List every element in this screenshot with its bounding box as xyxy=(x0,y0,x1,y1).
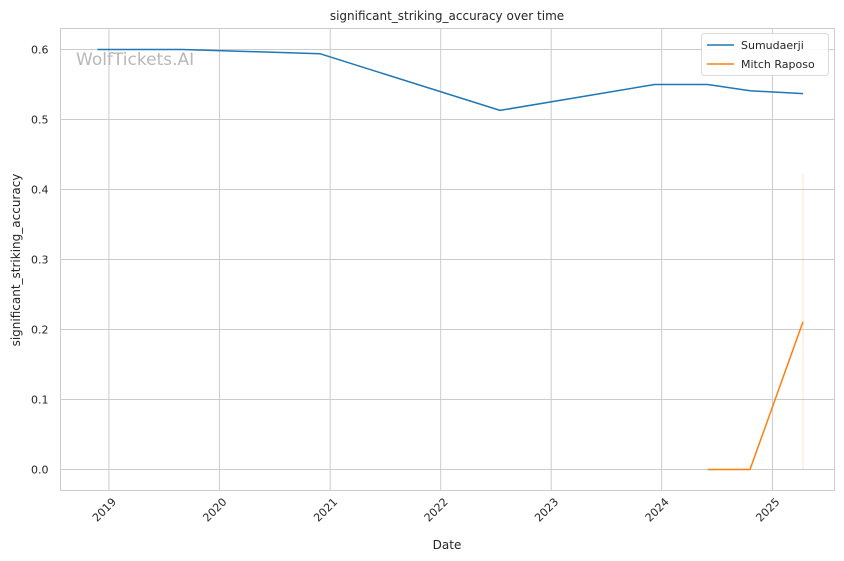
y-axis-title: significant_striking_accuracy xyxy=(9,174,23,347)
y-tick-label: 0.6 xyxy=(31,44,49,57)
grid xyxy=(60,28,835,491)
y-tick-label: 0.4 xyxy=(31,184,49,197)
x-axis-title: Date xyxy=(433,538,462,552)
legend-box xyxy=(701,33,829,76)
x-tick-label: 2019 xyxy=(90,496,119,525)
plot-frame xyxy=(60,28,835,491)
legend-label-0: Sumudaerji xyxy=(741,39,804,52)
y-tick-labels: 0.0 0.1 0.2 0.3 0.4 0.5 0.6 xyxy=(31,44,49,477)
y-tick-label: 0.5 xyxy=(31,114,49,127)
series-layer xyxy=(97,48,804,471)
watermark: WolfTickets.AI xyxy=(76,50,194,70)
y-tick-label: 0.2 xyxy=(31,324,49,337)
x-tick-label: 2024 xyxy=(643,496,672,525)
chart-title: significant_striking_accuracy over time xyxy=(330,9,564,23)
series-0-line xyxy=(97,48,804,112)
x-tick-labels: 2019 2020 2021 2022 2023 2024 2025 xyxy=(90,496,783,525)
x-tick-label: 2020 xyxy=(200,496,229,525)
y-tick-label: 0.1 xyxy=(31,394,49,407)
y-tick-label: 0.3 xyxy=(31,254,49,267)
x-tick-label: 2022 xyxy=(422,496,451,525)
x-tick-label: 2023 xyxy=(532,496,561,525)
series-1-line xyxy=(707,321,804,471)
y-tick-label: 0.0 xyxy=(31,464,49,477)
legend-label-1: Mitch Raposo xyxy=(741,58,815,71)
x-tick-label: 2021 xyxy=(311,496,340,525)
x-tick-label: 2025 xyxy=(753,496,782,525)
legend: Sumudaerji Mitch Raposo xyxy=(701,33,829,76)
